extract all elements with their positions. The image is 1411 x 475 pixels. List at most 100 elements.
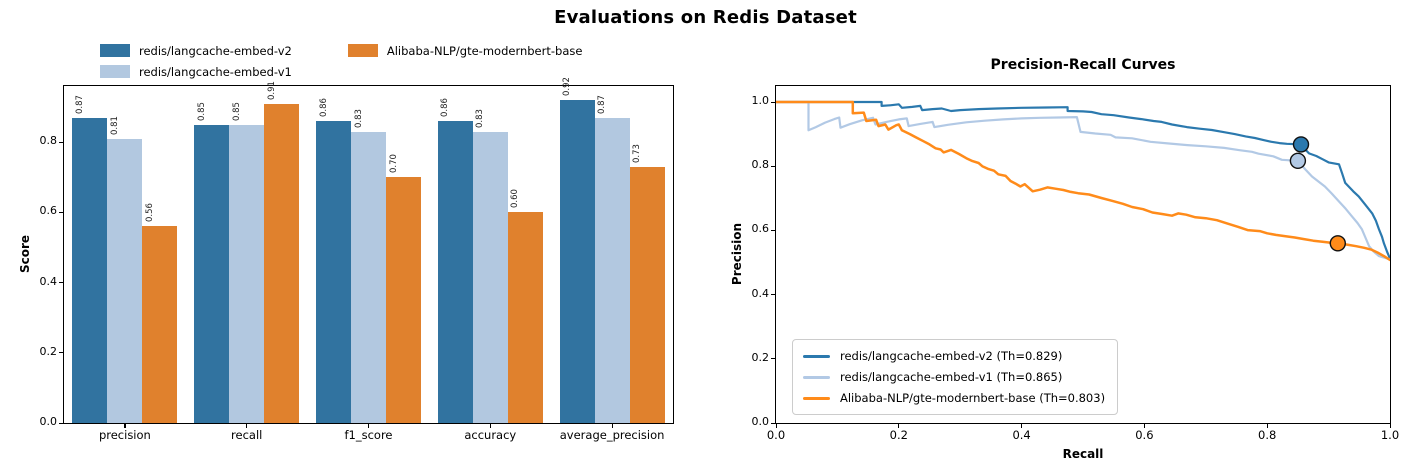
legend-swatch bbox=[347, 44, 378, 57]
bar-x-tick-mark bbox=[611, 424, 613, 428]
bar: 0.73 bbox=[629, 144, 665, 423]
bar-y-tick-mark bbox=[59, 352, 63, 354]
bar-value-label: 0.85 bbox=[196, 101, 207, 121]
bar: 0.81 bbox=[107, 116, 143, 423]
bar-category-label: average_precision bbox=[559, 428, 665, 442]
bar-y-tick-mark bbox=[59, 282, 63, 284]
pr-x-axis-label: Recall bbox=[1062, 447, 1104, 461]
bar-group: 0.87 0.81 0.56 bbox=[72, 86, 178, 423]
bar-category-label: precision bbox=[98, 428, 151, 442]
legend-item: Alibaba-NLP/gte-modernbert-base (Th=0.80… bbox=[803, 391, 1105, 405]
bar: 0.92 bbox=[559, 77, 595, 423]
pr-curve bbox=[776, 100, 1390, 261]
bar-y-tick-mark bbox=[59, 211, 63, 214]
pr-x-tick-mark bbox=[1266, 424, 1268, 428]
legend-item: redis/langcache-embed-v1 (Th=0.865) bbox=[803, 370, 1105, 384]
threshold-marker bbox=[1329, 235, 1346, 252]
bar-group: 0.86 0.83 0.60 bbox=[437, 86, 543, 423]
pr-x-tick-label: 1.0 bbox=[1380, 428, 1400, 442]
bar-y-tick-label: 0.2 bbox=[39, 344, 58, 358]
bar-value-label: 0.83 bbox=[353, 108, 364, 128]
bar: 0.83 bbox=[472, 109, 508, 423]
bar-group: 0.92 0.87 0.73 bbox=[559, 77, 665, 423]
bar-x-tick-mark bbox=[489, 424, 491, 428]
bar-value-label: 0.86 bbox=[440, 98, 451, 118]
bar-y-axis-label: Score bbox=[18, 234, 32, 274]
pr-chart-legend: redis/langcache-embed-v2 (Th=0.829) redis… bbox=[792, 339, 1119, 415]
legend-item: redis/langcache-embed-v2 bbox=[100, 44, 292, 58]
legend-line-swatch bbox=[803, 375, 830, 379]
legend-label: Alibaba-NLP/gte-modernbert-base bbox=[386, 43, 583, 58]
pr-x-tick-mark bbox=[1021, 424, 1023, 428]
bar: 0.60 bbox=[507, 189, 543, 423]
pr-y-tick-mark bbox=[771, 229, 775, 232]
threshold-marker bbox=[1292, 136, 1310, 153]
bar-y-tick-mark bbox=[59, 141, 63, 143]
bar-category-label: f1_score bbox=[344, 428, 393, 442]
bar-value-label: 0.81 bbox=[109, 115, 120, 135]
bar-group: 0.85 0.85 0.91 bbox=[194, 81, 300, 423]
legend-swatch bbox=[100, 65, 130, 78]
pr-x-tick-mark bbox=[775, 424, 777, 428]
legend-item: Alibaba-NLP/gte-modernbert-base bbox=[347, 43, 583, 58]
pr-x-tick-label: 0.6 bbox=[1135, 428, 1154, 442]
pr-x-tick-label: 0.4 bbox=[1012, 428, 1031, 442]
bar-value-label: 0.85 bbox=[231, 101, 242, 121]
bar-category-label: recall bbox=[231, 428, 263, 442]
pr-chart-title: Precision-Recall Curves bbox=[990, 57, 1176, 73]
metrics-bar-plot: 0.0 0.2 0.4 0.6 0.8 precision 0.87 0.81 0.56 reca… bbox=[40, 77, 674, 442]
bar-value-label: 0.83 bbox=[475, 108, 486, 128]
bar-value-label: 0.87 bbox=[74, 94, 85, 114]
legend-label: redis/langcache-embed-v1 bbox=[139, 64, 292, 79]
bar-y-tick-label: 0.0 bbox=[39, 415, 58, 428]
pr-x-tick-label: 0.0 bbox=[766, 428, 786, 442]
bar: 0.85 bbox=[194, 102, 230, 423]
legend-label: Alibaba-NLP/gte-modernbert-base (Th=0.80… bbox=[840, 391, 1106, 405]
pr-y-tick-label: 0.4 bbox=[751, 286, 770, 300]
legend-label: redis/langcache-embed-v2 bbox=[139, 43, 292, 58]
bar-value-label: 0.73 bbox=[632, 143, 643, 163]
pr-curves-svg bbox=[776, 100, 1390, 262]
pr-x-tick-mark bbox=[1143, 424, 1146, 428]
precision-recall-plot: redis/langcache-embed-v2 (Th=0.829) redis… bbox=[752, 85, 1399, 442]
pr-curve bbox=[776, 100, 1390, 262]
bar: 0.86 bbox=[316, 98, 351, 423]
pr-y-tick-mark bbox=[771, 101, 775, 103]
bar-y-tick-label: 0.6 bbox=[39, 204, 58, 218]
bar-value-label: 0.86 bbox=[318, 98, 329, 118]
figure-title: Evaluations on Redis Dataset bbox=[554, 7, 857, 28]
bar-y-tick-mark bbox=[59, 422, 63, 424]
bar-group: 0.86 0.83 0.70 bbox=[316, 86, 421, 423]
legend-line-swatch bbox=[803, 354, 830, 358]
bar-x-tick-mark bbox=[246, 424, 248, 428]
bar-category-label: accuracy bbox=[464, 428, 517, 442]
pr-curve bbox=[776, 100, 1390, 260]
bar-value-label: 0.87 bbox=[597, 94, 608, 114]
pr-y-tick-label: 0.0 bbox=[751, 415, 770, 428]
pr-y-tick-mark bbox=[771, 165, 775, 167]
pr-y-tick-label: 0.6 bbox=[751, 222, 770, 236]
legend-swatch bbox=[100, 44, 130, 57]
bar-chart-legend: redis/langcache-embed-v2 redis/langcache-… bbox=[100, 40, 582, 82]
bar-value-label: 0.56 bbox=[144, 203, 155, 223]
pr-y-tick-mark bbox=[771, 294, 775, 296]
bar-value-label: 0.70 bbox=[388, 154, 399, 174]
bar: 0.91 bbox=[264, 81, 300, 423]
pr-x-tick-mark bbox=[898, 424, 900, 428]
bar-y-tick-label: 0.8 bbox=[39, 134, 58, 148]
pr-y-tick-label: 0.2 bbox=[751, 350, 770, 364]
bar-value-label: 0.92 bbox=[562, 77, 573, 97]
bar: 0.87 bbox=[72, 95, 108, 423]
bar: 0.83 bbox=[351, 109, 386, 423]
legend-line-swatch bbox=[803, 396, 830, 400]
bar: 0.86 bbox=[437, 98, 473, 423]
bar-value-label: 0.60 bbox=[510, 189, 521, 209]
pr-y-tick-label: 0.8 bbox=[751, 158, 770, 172]
bar: 0.70 bbox=[386, 154, 421, 423]
bar: 0.87 bbox=[594, 95, 630, 423]
bar-x-tick-mark bbox=[368, 424, 370, 428]
bar-value-label: 0.91 bbox=[266, 80, 277, 100]
bar: 0.56 bbox=[142, 204, 178, 423]
bar-y-tick-label: 0.4 bbox=[39, 274, 58, 288]
